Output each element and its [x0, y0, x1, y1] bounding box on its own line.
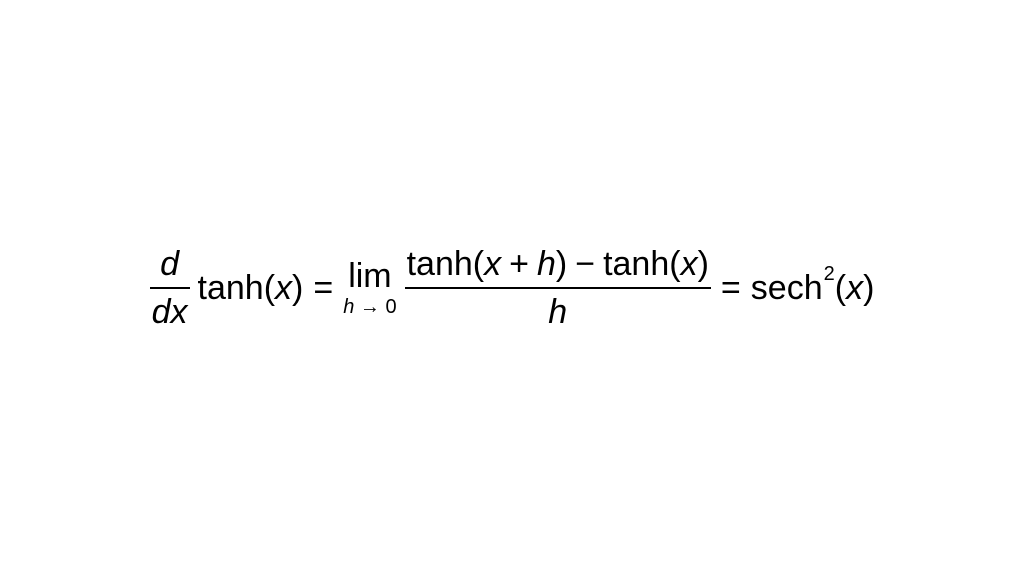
diffq-numerator: tanh ( x + h ) − tanh ( x ): [405, 243, 711, 285]
page: d dx tanh ( x ) = lim h → 0 tanh: [0, 0, 1024, 576]
variable-h: h: [537, 247, 556, 281]
derivative-denominator: dx: [150, 291, 190, 333]
limit-word: lim: [348, 259, 391, 293]
derivative-fraction: d dx: [150, 243, 190, 333]
paren-close: ): [556, 247, 567, 281]
rhs-function: sech 2 ( x ): [751, 271, 875, 305]
limit-to-zero: 0: [385, 296, 396, 318]
variable-x: x: [275, 271, 292, 305]
limit-arrow: →: [360, 296, 380, 318]
difference-quotient: tanh ( x + h ) − tanh ( x ) h: [405, 243, 711, 333]
func-name-tanh: tanh: [407, 247, 473, 281]
paren-close: ): [698, 247, 709, 281]
limit-var-h: h: [343, 296, 354, 318]
variable-x: x: [484, 247, 501, 281]
paren-open: (: [835, 271, 846, 305]
paren-close: ): [292, 271, 303, 305]
paren-open: (: [473, 247, 484, 281]
variable-x: x: [681, 247, 698, 281]
equals-1: =: [303, 271, 343, 305]
variable-x: x: [846, 271, 863, 305]
derivative-numerator: d: [158, 243, 181, 285]
func-name-sech: sech: [751, 271, 823, 305]
paren-open: (: [669, 247, 680, 281]
diffq-denominator: h: [546, 291, 569, 333]
minus-sign: −: [567, 247, 603, 281]
fraction-bar: [150, 287, 190, 289]
exponent-2: 2: [824, 264, 835, 284]
lhs-function: tanh ( x ): [198, 271, 304, 305]
equation: d dx tanh ( x ) = lim h → 0 tanh: [150, 243, 875, 333]
func-name-tanh: tanh: [603, 247, 669, 281]
func-name-tanh: tanh: [198, 271, 264, 305]
paren-close: ): [863, 271, 874, 305]
limit-subscript: h → 0: [343, 293, 396, 317]
plus-sign: +: [501, 247, 537, 281]
fraction-bar: [405, 287, 711, 289]
equals-2: =: [711, 271, 751, 305]
paren-open: (: [264, 271, 275, 305]
limit: lim h → 0: [343, 259, 396, 317]
